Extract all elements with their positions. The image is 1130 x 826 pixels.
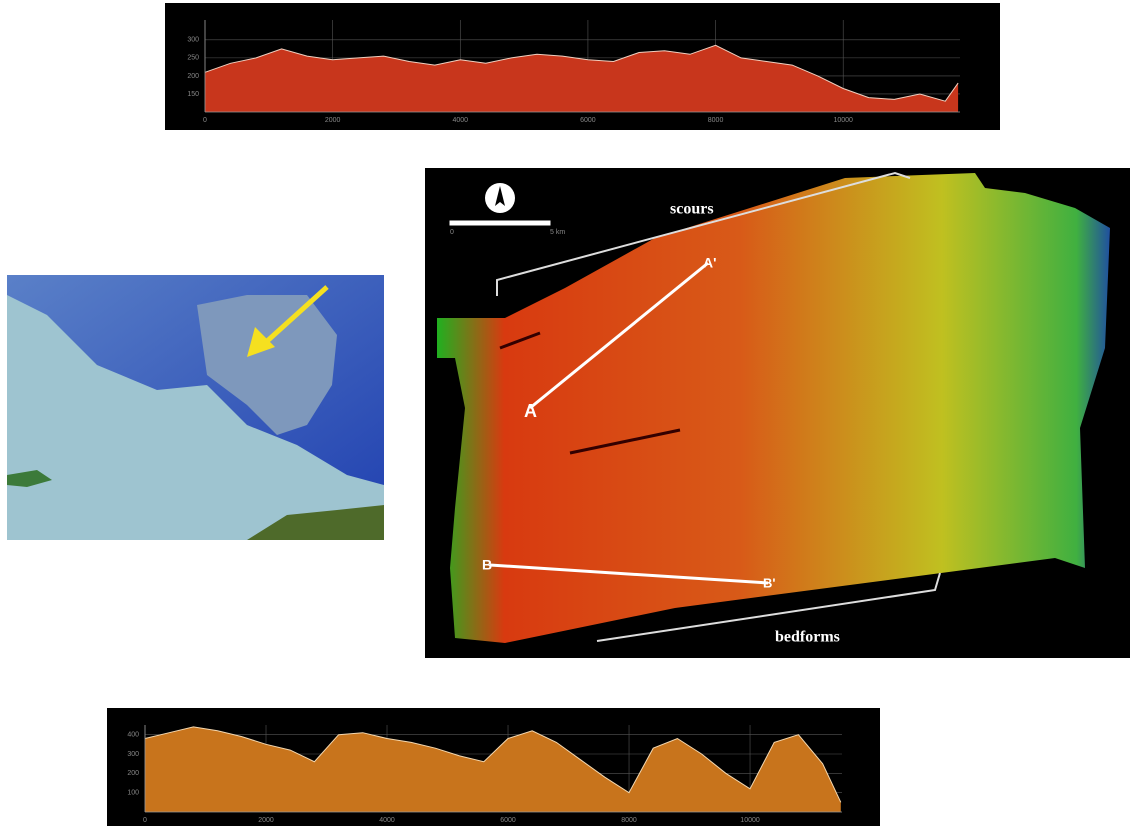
profile-line bbox=[204, 44, 959, 102]
scours-bracket bbox=[496, 171, 911, 296]
arrow-shaft bbox=[263, 285, 329, 345]
scours-label: scours bbox=[670, 201, 714, 218]
x-tick-label: 0 bbox=[203, 117, 207, 124]
scour-trough bbox=[499, 331, 681, 455]
arrow-head bbox=[247, 327, 275, 357]
x-tick-label: 0 bbox=[143, 817, 147, 824]
x-tick-label: 2000 bbox=[258, 817, 274, 824]
x-tick-label: 4000 bbox=[379, 817, 395, 824]
profile-label: B' bbox=[763, 575, 775, 590]
y-tick-label: 200 bbox=[127, 770, 139, 777]
location-map bbox=[7, 275, 384, 540]
bedforms-label: bedforms bbox=[775, 629, 840, 646]
x-tick-label: 4000 bbox=[452, 117, 468, 124]
bedforms-bracket bbox=[596, 572, 941, 642]
scale-label: 0 bbox=[450, 229, 454, 236]
x-tick-label: 8000 bbox=[621, 817, 637, 824]
x-tick-label: 6000 bbox=[500, 817, 516, 824]
y-tick-label: 400 bbox=[127, 732, 139, 739]
y-tick-label: 100 bbox=[127, 790, 139, 797]
y-tick-label: 300 bbox=[187, 37, 199, 44]
x-tick-label: 2000 bbox=[325, 117, 341, 124]
x-tick-label: 10000 bbox=[833, 117, 853, 124]
profile-line bbox=[144, 726, 842, 803]
profile-label: B bbox=[482, 557, 492, 573]
island bbox=[7, 470, 52, 487]
north-arrow-needle bbox=[495, 186, 505, 206]
y-tick-label: 300 bbox=[127, 751, 139, 758]
shelf bbox=[7, 295, 384, 540]
survey-surface bbox=[437, 173, 1110, 643]
profile-label: A bbox=[524, 401, 537, 421]
y-tick-label: 200 bbox=[187, 73, 199, 80]
x-tick-label: 10000 bbox=[740, 817, 760, 824]
scale-label: 5 km bbox=[550, 229, 565, 236]
land bbox=[247, 505, 384, 540]
scale-bar bbox=[449, 220, 551, 226]
y-tick-label: 250 bbox=[187, 55, 199, 62]
bank bbox=[197, 295, 337, 435]
profile-line-b bbox=[489, 563, 769, 585]
profile-area bbox=[145, 726, 841, 812]
profile-line-a bbox=[529, 261, 709, 410]
bathymetry-map: 0 5 km scours bedforms A A' B B' bbox=[425, 168, 1130, 658]
x-tick-label: 6000 bbox=[580, 117, 596, 124]
y-tick-label: 150 bbox=[187, 91, 199, 98]
top-profile: 150 200 250 300 0 2000 4000 6000 8000 10000 bbox=[165, 3, 1000, 130]
profile-label: A' bbox=[703, 255, 716, 271]
x-tick-label: 8000 bbox=[708, 117, 724, 124]
